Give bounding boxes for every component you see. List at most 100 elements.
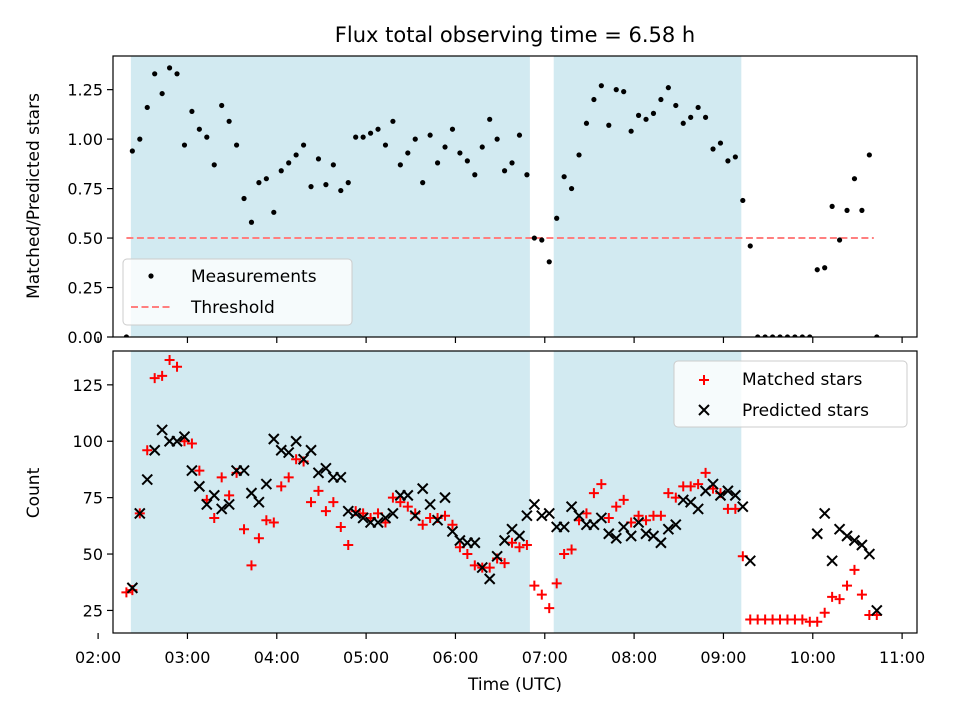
measurement-point — [539, 237, 545, 243]
measurement-point — [792, 334, 798, 337]
matched-star-point — [521, 540, 532, 551]
matched-star-point — [194, 465, 205, 476]
matched-star-point — [566, 544, 577, 555]
matched-star-point — [812, 616, 823, 627]
predicted-star-point — [856, 539, 868, 551]
predicted-star-point — [617, 521, 630, 533]
matched-star-point — [536, 589, 547, 600]
y-tick-label: 75 — [83, 489, 103, 508]
predicted-star-point — [498, 534, 511, 547]
matched-star-point — [514, 542, 525, 553]
matched-star-point — [335, 521, 346, 532]
predicted-star-point — [357, 512, 369, 524]
x-tick-label: 07:00 — [522, 648, 568, 667]
y-tick-label: 125 — [72, 376, 103, 395]
legend-box — [673, 360, 908, 428]
predicted-star-point — [178, 431, 191, 443]
matched-star-point — [209, 512, 220, 523]
predicted-star-point — [431, 514, 444, 526]
matched-star-point — [849, 564, 860, 575]
measurement-point — [516, 132, 523, 138]
measurement-point — [784, 334, 791, 337]
data-marks — [123, 65, 880, 337]
matched-star-point — [172, 361, 183, 372]
matched-star-point — [834, 594, 845, 605]
x-tick-label: 11:00 — [879, 648, 925, 667]
legend-predicted-label: Predicted stars — [742, 401, 869, 421]
measurement-point — [777, 334, 783, 337]
measurement-point — [427, 132, 433, 138]
ratio-panel: 0.00 0.25 0.50 0.75 1.00 1.25 Measurements Thre… — [67, 55, 918, 347]
measurement-point — [859, 207, 865, 213]
matched-star-point — [663, 488, 674, 499]
predicted-star-point — [469, 537, 481, 549]
matched-star-point — [186, 438, 197, 449]
matched-star-point — [596, 479, 607, 490]
matched-star-point — [157, 370, 168, 381]
measurement-point — [420, 180, 426, 186]
measurement-point — [345, 180, 351, 186]
measurement-point — [583, 120, 590, 126]
matched-star-point — [581, 508, 592, 519]
predicted-star-point — [379, 512, 392, 524]
measurement-point — [338, 187, 344, 194]
y-tick-label: 0.50 — [67, 229, 103, 248]
predicted-star-point — [245, 487, 258, 499]
predicted-star-point — [193, 480, 206, 493]
matched-star-point — [291, 454, 302, 465]
measurement-point — [123, 334, 129, 337]
measurement-point — [174, 71, 180, 77]
matched-star-point — [633, 510, 644, 521]
measurement-point — [464, 158, 470, 164]
y-tick-label: 0.75 — [67, 180, 103, 199]
measurement-point — [747, 243, 753, 249]
measurement-point — [457, 150, 463, 156]
measurement-point — [531, 235, 537, 241]
measurement-point — [576, 152, 582, 158]
predicted-star-point — [632, 516, 645, 529]
measurement-point — [204, 134, 210, 140]
predicted-star-point — [528, 498, 541, 511]
predicted-star-point — [148, 444, 161, 456]
measurement-point — [836, 237, 843, 243]
observing-interval — [553, 56, 742, 337]
predicted-star-point — [320, 462, 332, 475]
matched-star-point — [447, 519, 458, 530]
observing-interval — [130, 351, 530, 633]
matched-star-point — [827, 591, 838, 602]
measurement-point — [501, 168, 508, 174]
matched-star-point — [819, 607, 830, 618]
predicted-star-point — [818, 507, 831, 520]
predicted-star-point — [342, 505, 354, 517]
x-tick-label: 02:00 — [75, 648, 121, 667]
count-panel: 25 50 75 100 125 02:00 03:00 04:00 05:00 06:00 07:… — [72, 350, 925, 667]
y-tick-label: 0.25 — [67, 279, 103, 298]
measurement-point — [628, 128, 634, 134]
matched-star-point — [529, 580, 540, 591]
matched-star-point — [417, 519, 428, 530]
measurement-point — [166, 65, 173, 71]
measurement-point — [315, 156, 322, 162]
x-tick-label: 05:00 — [343, 648, 389, 667]
matched-star-point — [276, 481, 287, 492]
matched-star-point — [700, 467, 711, 478]
measurement-point — [211, 162, 217, 168]
matched-star-point — [559, 549, 570, 560]
matched-star-point — [588, 488, 599, 499]
measurement-point — [449, 126, 456, 132]
measurement-point — [643, 116, 649, 122]
measurement-point — [241, 195, 247, 202]
measurement-point — [367, 130, 374, 136]
x-tick-label: 10:00 — [790, 648, 836, 667]
matched-star-point — [551, 578, 562, 589]
measurement-point — [695, 104, 701, 111]
measurement-point — [293, 152, 299, 158]
legend-matched-label: Matched stars — [742, 370, 862, 390]
predicted-star-point — [729, 489, 742, 502]
measurement-point — [546, 259, 552, 265]
measurement-point — [129, 148, 135, 154]
predicted-star-point — [387, 507, 399, 520]
measurement-point — [680, 120, 686, 126]
predicted-star-point — [558, 521, 570, 533]
predicted-star-point — [841, 530, 853, 542]
